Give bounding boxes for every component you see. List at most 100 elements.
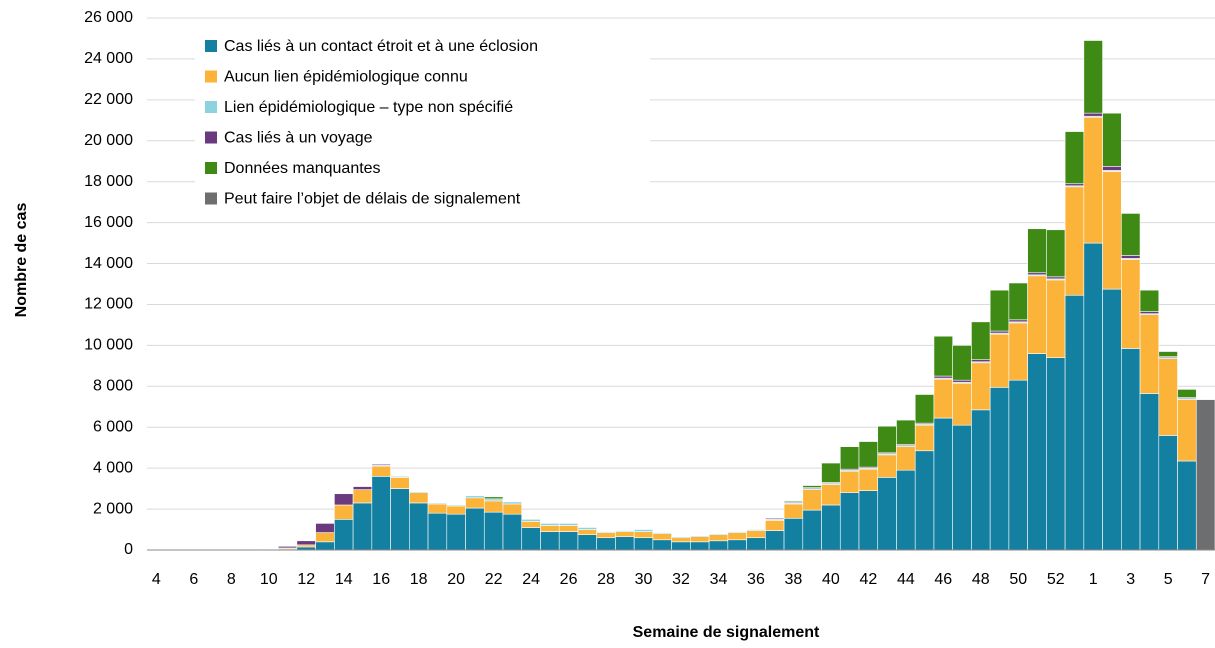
bar-segment	[821, 484, 841, 506]
bar-segment	[952, 379, 972, 383]
bar-segment	[315, 523, 335, 533]
x-tick-label: 38	[785, 571, 803, 588]
bar-segment	[277, 546, 298, 549]
bar-segment	[690, 536, 710, 543]
y-tick-label: 2 000	[93, 500, 133, 517]
bar-segment	[446, 513, 466, 551]
x-tick-label: 12	[297, 571, 315, 588]
legend-label: Lien épidémiologique – type non spécifié	[224, 99, 513, 116]
bar-segment	[558, 523, 579, 526]
bar-segment	[896, 419, 916, 445]
bar-segment	[334, 519, 354, 551]
bar-segment	[1121, 213, 1141, 256]
bar-segment	[727, 539, 747, 551]
bar-segment	[596, 531, 616, 533]
y-tick-label: 24 000	[84, 50, 133, 67]
bar-segment	[1158, 435, 1178, 551]
bar-segment	[896, 469, 916, 551]
bar-segment	[446, 504, 466, 507]
bar-segment	[521, 519, 541, 522]
bar-segment	[315, 532, 335, 543]
bar-segment	[577, 527, 597, 530]
bar-segment	[802, 485, 822, 488]
x-tick-label: 42	[859, 571, 877, 588]
bar-segment	[971, 359, 991, 363]
bar-segment	[427, 512, 448, 551]
legend-swatch	[205, 131, 217, 144]
x-tick-label: 7	[1201, 571, 1210, 588]
bar-segment	[783, 503, 804, 519]
bar-segment	[839, 446, 860, 470]
legend-swatch	[205, 70, 217, 83]
bar-segment	[839, 470, 860, 494]
legend-swatch	[205, 162, 217, 174]
x-tick-label: 52	[1047, 571, 1065, 588]
bar-segment	[296, 544, 316, 548]
bar-segment	[1008, 379, 1028, 551]
bar-segment	[296, 540, 316, 546]
bar-segment	[615, 530, 635, 532]
bar-segment	[1027, 228, 1047, 274]
bar-segment	[952, 382, 972, 426]
bar-segment	[596, 537, 616, 551]
bar-segment	[821, 504, 841, 551]
x-tick-label: 48	[972, 571, 990, 588]
bar-segment	[971, 362, 991, 411]
bar-segment	[708, 534, 729, 542]
y-tick-label: 4 000	[93, 459, 133, 476]
bar-segment	[783, 517, 804, 551]
bar-segment	[1083, 116, 1103, 244]
bar-segment	[521, 521, 541, 528]
bar-segment	[989, 333, 1010, 388]
bar-segment	[971, 409, 991, 551]
bar-segment	[465, 495, 485, 499]
bar-segment	[371, 476, 391, 551]
bar-segment	[989, 289, 1010, 332]
bar-segment	[409, 491, 429, 494]
x-tick-label: 34	[710, 571, 728, 588]
bar-segment	[1121, 259, 1141, 349]
bar-segment	[502, 513, 523, 551]
bar-segment	[409, 502, 429, 551]
bar-segment	[708, 533, 729, 535]
bar-segment	[1102, 112, 1122, 167]
y-tick-label: 26 000	[84, 9, 133, 26]
bar-segment	[1046, 276, 1066, 280]
bar-segment	[390, 488, 410, 551]
x-tick-label: 16	[372, 571, 390, 588]
bar-segment	[334, 504, 354, 520]
bar-segment	[315, 541, 335, 551]
x-tick-label: 18	[410, 571, 428, 588]
y-tick-label: 6 000	[93, 418, 133, 435]
legend-label: Cas liés à un contact étroit et à une éc…	[224, 38, 538, 55]
bar-segment	[1083, 40, 1103, 114]
bar-segment	[802, 489, 822, 511]
bar-segment	[1064, 183, 1085, 187]
bar-segment	[1177, 460, 1197, 551]
bar-segment	[1008, 282, 1028, 321]
bar-segment	[1064, 186, 1085, 296]
bar-segment	[521, 527, 541, 551]
y-axis-title: Nombre de cas	[13, 203, 30, 318]
bar-segment	[877, 477, 897, 551]
bar-segment	[558, 531, 579, 551]
bar-segment	[334, 493, 354, 506]
bar-segment	[671, 536, 691, 539]
bar-segment	[708, 540, 729, 551]
x-tick-label: 30	[635, 571, 653, 588]
y-tick-label: 8 000	[93, 378, 133, 395]
bar-segment	[914, 424, 935, 452]
bar-segment	[858, 468, 879, 491]
legend-swatch	[205, 40, 217, 52]
bar-segment	[1027, 272, 1047, 276]
legend-swatch	[205, 192, 217, 205]
bar-segment	[933, 335, 953, 377]
bar-segment	[409, 492, 429, 504]
bar-segment	[765, 520, 785, 531]
legend-box	[195, 30, 650, 212]
y-tick-label: 22 000	[84, 91, 133, 108]
bar-segment	[502, 503, 523, 515]
x-tick-label: 26	[560, 571, 578, 588]
bar-segment	[465, 507, 485, 551]
bar-segment	[914, 450, 935, 551]
